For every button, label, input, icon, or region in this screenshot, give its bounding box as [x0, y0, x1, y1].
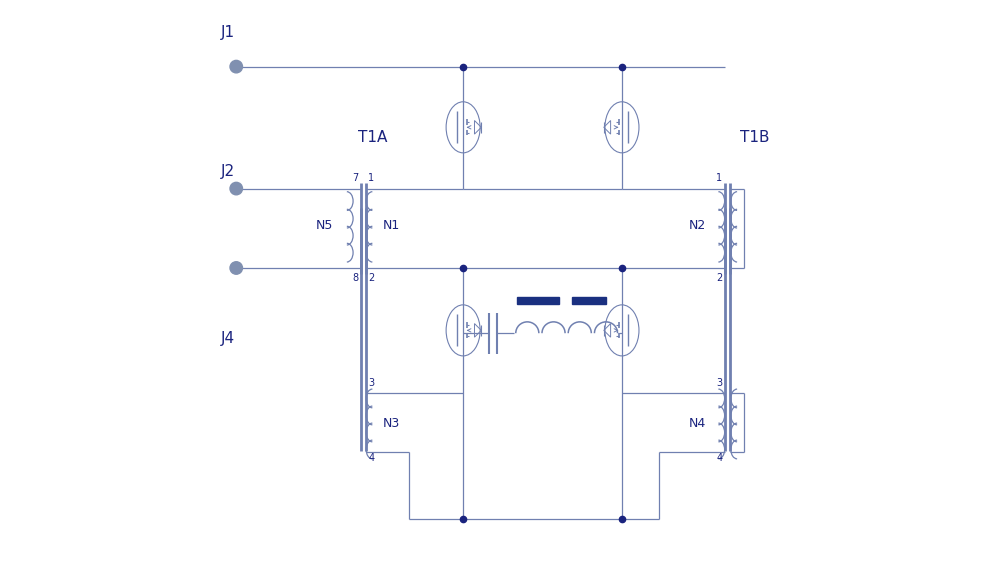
Text: N4: N4 — [689, 417, 706, 430]
Text: 4: 4 — [368, 453, 375, 463]
Text: N5: N5 — [315, 219, 333, 232]
Text: J1: J1 — [221, 25, 235, 40]
Circle shape — [230, 60, 242, 73]
Text: 3: 3 — [368, 377, 375, 388]
Text: 3: 3 — [716, 377, 722, 388]
Circle shape — [230, 262, 242, 274]
Text: 4: 4 — [716, 453, 722, 463]
Text: 2: 2 — [368, 273, 375, 283]
Text: N3: N3 — [383, 417, 400, 430]
Bar — [572, 296, 606, 304]
Text: 1: 1 — [716, 173, 722, 184]
Bar — [517, 296, 559, 304]
Text: T1B: T1B — [740, 130, 770, 145]
Text: J4: J4 — [221, 331, 235, 347]
Text: T1A: T1A — [358, 130, 387, 145]
Text: 8: 8 — [352, 273, 358, 283]
Circle shape — [230, 182, 242, 195]
Text: N2: N2 — [689, 219, 706, 232]
Text: 1: 1 — [368, 173, 375, 184]
Text: 7: 7 — [352, 173, 358, 184]
Text: 2: 2 — [716, 273, 722, 283]
Text: J2: J2 — [221, 164, 235, 179]
Text: N1: N1 — [383, 219, 400, 232]
